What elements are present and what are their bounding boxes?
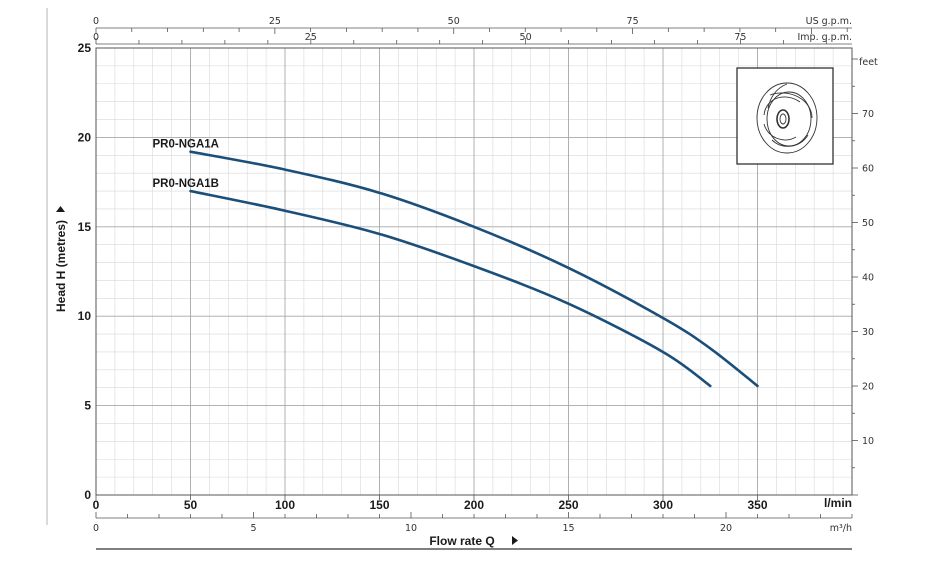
imp-gpm-tick-label: 50 (520, 32, 532, 43)
series-label-1: PR0-NGA1A (153, 139, 219, 151)
x-tick-label: 100 (275, 498, 295, 512)
x-tick-label: 200 (464, 498, 484, 512)
x-axis-title: Flow rate Q (429, 534, 494, 548)
feet-tick-label: 10 (862, 436, 874, 447)
us-gpm-tick-label: 0 (93, 16, 99, 27)
imp-gpm-tick-label: 0 (93, 32, 99, 43)
feet-tick-label: 40 (862, 273, 874, 284)
y-tick-label: 10 (78, 309, 92, 323)
y-arrow-icon (56, 206, 65, 212)
series-label-2: PR0-NGA1B (153, 178, 219, 190)
feet-tick-label: 60 (862, 164, 874, 175)
series-layer: PR0-NGA1A PR0-NGA1B (153, 139, 759, 388)
us-gpm-axis: 0 25 50 75 (93, 16, 852, 34)
imp-gpm-unit: Imp. g.p.m. (798, 32, 853, 43)
series-line-2 (189, 189, 712, 388)
y-axis-title-group: Head H (metres) (54, 206, 68, 312)
flow-lmin-axis: 0 50 100 150 200 250 300 350 (93, 495, 768, 512)
x-arrow-icon (512, 536, 518, 545)
us-gpm-tick-label: 75 (627, 16, 639, 27)
us-gpm-unit: US g.p.m. (806, 16, 852, 27)
x-tick-label: 350 (747, 498, 767, 512)
m3h-tick-label: 20 (720, 523, 732, 534)
feet-axis: 10 20 30 40 50 60 70 (851, 48, 874, 496)
x-tick-label: 250 (558, 498, 578, 512)
series-line-1 (189, 150, 759, 388)
us-gpm-tick-label: 50 (448, 16, 460, 27)
feet-tick-label: 50 (862, 218, 874, 229)
y-tick-label: 25 (78, 41, 92, 55)
imp-gpm-tick-label: 25 (305, 32, 317, 43)
us-gpm-tick-label: 25 (269, 16, 281, 27)
x-tick-label: 50 (184, 498, 198, 512)
m3h-tick-label: 5 (250, 523, 256, 534)
m3h-tick-label: 15 (562, 523, 574, 534)
feet-tick-label: 30 (862, 327, 874, 338)
imp-gpm-tick-label: 75 (734, 32, 746, 43)
x-tick-label: 0 (93, 498, 100, 512)
m3h-unit: m³/h (830, 523, 852, 534)
y-tick-label: 15 (78, 220, 92, 234)
y-tick-label: 20 (78, 130, 92, 144)
m3h-axis: 0 5 10 15 20 (93, 512, 853, 534)
x-tick-label: 300 (653, 498, 673, 512)
feet-tick-label: 20 (862, 382, 874, 393)
x-axis-title-group: Flow rate Q (429, 534, 518, 548)
imp-gpm-axis: 0 25 50 75 (93, 32, 852, 45)
lmin-unit: l/min (824, 496, 852, 510)
feet-unit: feet (859, 57, 878, 68)
m3h-tick-label: 0 (93, 523, 99, 534)
impeller-drawing (736, 67, 834, 165)
feet-tick-label: 70 (862, 109, 874, 120)
y-tick-label: 5 (84, 399, 91, 413)
y-tick-label: 0 (84, 488, 91, 502)
m3h-tick-label: 10 (405, 523, 417, 534)
head-axis: 0 5 10 15 20 25 (78, 41, 92, 502)
y-axis-title: Head H (metres) (54, 220, 68, 312)
x-tick-label: 150 (369, 498, 389, 512)
